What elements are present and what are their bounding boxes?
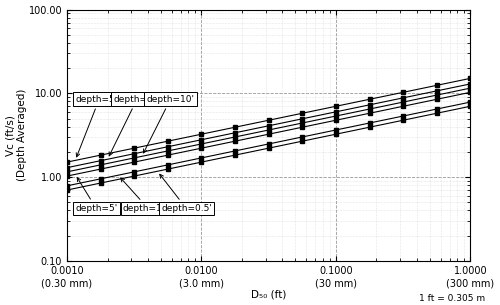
- Text: depth=20': depth=20': [109, 95, 161, 156]
- Y-axis label: Vc (ft/s)
(Depth Averaged): Vc (ft/s) (Depth Averaged): [6, 89, 27, 181]
- Text: depth=1.0': depth=1.0': [120, 178, 174, 213]
- Text: 1 ft = 0.305 m: 1 ft = 0.305 m: [419, 294, 485, 303]
- Text: depth=5': depth=5': [75, 178, 118, 213]
- Text: depth=50': depth=50': [75, 95, 123, 157]
- X-axis label: D₅₀ (ft): D₅₀ (ft): [251, 289, 286, 300]
- Text: depth=0.5': depth=0.5': [160, 174, 212, 213]
- Text: depth=10': depth=10': [144, 95, 194, 153]
